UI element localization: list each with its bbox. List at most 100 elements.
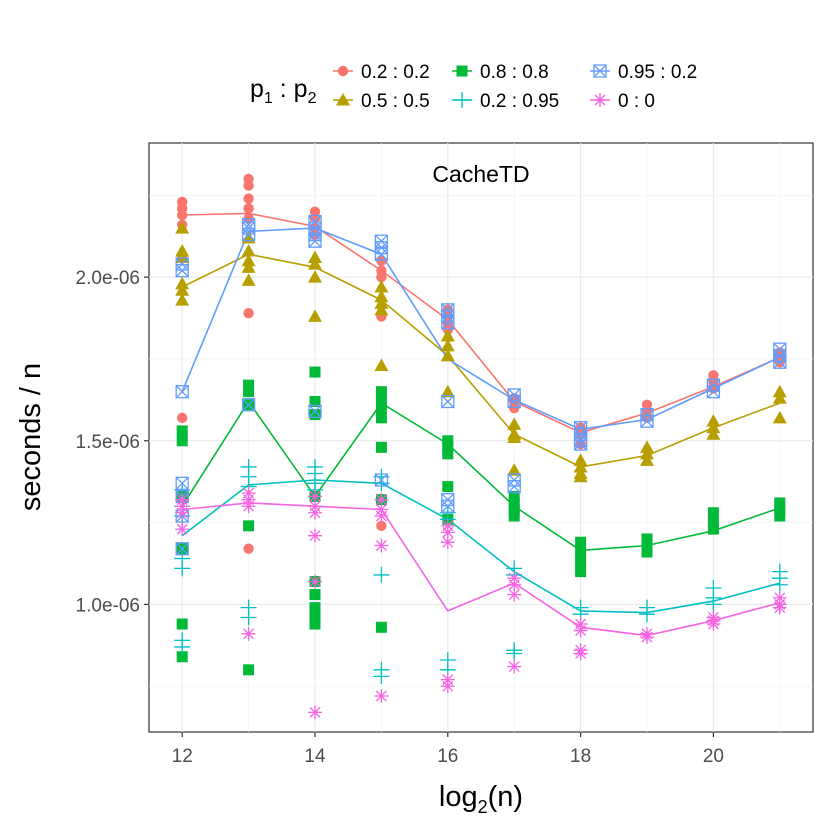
y-tick-label: 1.0e-06 (76, 595, 140, 616)
marker-shape (573, 437, 588, 451)
marker-shape (575, 536, 587, 548)
marker-shape (706, 414, 721, 427)
marker-shape (641, 539, 653, 551)
data-point (175, 283, 190, 296)
legend-label: 0.2 : 0.95 (480, 91, 559, 112)
legend-label: 0.8 : 0.8 (480, 62, 549, 83)
marker-shape (507, 394, 521, 409)
data-point (507, 587, 522, 602)
data-point (240, 609, 257, 626)
data-point (308, 489, 322, 504)
data-point (374, 473, 389, 487)
series-line-0-5-0-5 (181, 253, 781, 468)
data-point (507, 659, 522, 674)
marker-shape (456, 65, 468, 77)
data-point (241, 253, 256, 267)
data-point (705, 596, 722, 613)
marker-shape (573, 646, 588, 661)
data-point (309, 602, 321, 614)
data-point (573, 453, 588, 466)
marker-shape (175, 264, 189, 278)
marker-shape (375, 386, 387, 398)
marker-shape (242, 398, 256, 412)
marker-shape (309, 618, 321, 630)
marker-shape (175, 263, 189, 278)
legend-item: 0.8 : 0.8 (452, 62, 549, 83)
marker-shape (706, 617, 721, 632)
marker-shape (774, 503, 786, 515)
marker-shape (440, 535, 455, 550)
data-point (243, 180, 254, 191)
marker-shape (309, 396, 321, 408)
data-point (174, 638, 191, 655)
data-point (506, 645, 523, 662)
data-point (441, 394, 455, 409)
marker-shape (705, 596, 722, 613)
marker-shape (375, 392, 387, 404)
data-point (772, 384, 787, 398)
marker-shape (706, 385, 721, 399)
data-point (641, 539, 653, 551)
marker-shape (440, 329, 455, 342)
marker-shape (442, 448, 454, 460)
data-point (309, 611, 321, 623)
marker-shape (707, 523, 719, 535)
marker-shape (573, 453, 588, 466)
marker-shape (374, 289, 389, 303)
marker-shape (374, 473, 389, 487)
data-point (641, 546, 653, 558)
data-point (308, 705, 322, 720)
data-point (508, 503, 520, 515)
data-point (507, 479, 521, 494)
marker-shape (175, 276, 190, 290)
data-point (441, 499, 455, 513)
series-points (174, 173, 788, 720)
marker-shape (440, 338, 455, 352)
data-point (774, 503, 786, 515)
marker-shape (175, 283, 190, 296)
marker-shape (640, 414, 654, 428)
data-point (707, 507, 719, 519)
series-line-0-8-0-8 (181, 400, 781, 552)
marker-shape (442, 435, 454, 447)
marker-shape (175, 542, 189, 556)
series-lines (181, 212, 781, 637)
data-point (175, 221, 190, 234)
marker-shape (706, 427, 721, 440)
data-point (241, 398, 256, 412)
marker-shape (441, 394, 455, 409)
marker-shape (508, 497, 520, 509)
data-point (440, 525, 455, 540)
data-point (442, 481, 454, 493)
data-point (176, 651, 188, 663)
data-point (507, 394, 521, 409)
data-point (374, 538, 389, 553)
marker-shape (176, 618, 188, 630)
data-point (375, 386, 387, 398)
data-point (575, 556, 587, 568)
marker-shape (374, 279, 389, 293)
data-point (706, 427, 721, 440)
marker-shape (374, 296, 389, 309)
marker-shape (573, 459, 588, 473)
legend: p1 : p2 0.2 : 0.2 0.5 : 0.5 0.8 : 0.8 0.2 :… (250, 62, 697, 112)
data-point (707, 517, 719, 529)
data-point (308, 270, 322, 283)
data-point (374, 279, 389, 293)
marker-shape (308, 404, 322, 418)
marker-shape (773, 355, 787, 369)
legend-key-marker (593, 93, 607, 107)
data-point (375, 621, 387, 633)
marker-shape (241, 273, 256, 286)
data-point (175, 522, 190, 537)
marker-shape (440, 348, 455, 362)
data-point (177, 412, 188, 424)
series-line-0-95-0-2 (181, 227, 781, 431)
data-point (772, 391, 787, 404)
data-point (175, 276, 190, 290)
marker-shape (174, 560, 191, 577)
data-point (241, 273, 256, 286)
data-point (508, 490, 520, 502)
data-point (175, 243, 190, 257)
marker-shape (376, 271, 387, 283)
